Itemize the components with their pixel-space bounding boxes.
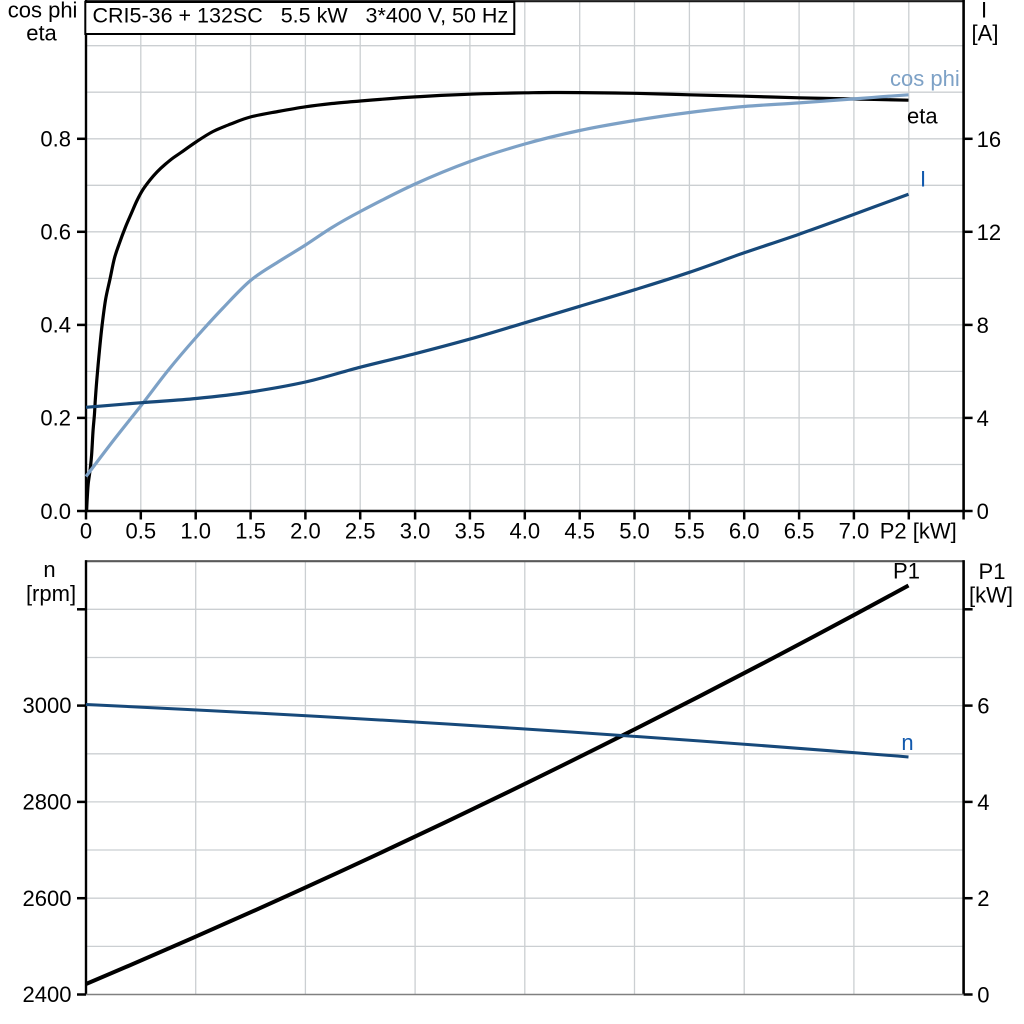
svg-text:cos phi: cos phi [8, 0, 78, 23]
svg-text:0.8: 0.8 [40, 127, 71, 152]
svg-text:2400: 2400 [23, 982, 72, 1007]
svg-text:3000: 3000 [23, 693, 72, 718]
svg-text:3.0: 3.0 [400, 519, 431, 544]
svg-text:2: 2 [977, 886, 989, 911]
svg-text:[A]: [A] [972, 21, 999, 46]
svg-text:0: 0 [977, 983, 989, 1008]
svg-text:5.5: 5.5 [674, 519, 705, 544]
svg-text:6: 6 [977, 694, 989, 719]
svg-text:[rpm]: [rpm] [26, 581, 76, 606]
svg-text:4.5: 4.5 [564, 519, 595, 544]
svg-text:0: 0 [977, 499, 989, 524]
svg-text:16: 16 [977, 127, 1001, 152]
svg-text:2.5: 2.5 [345, 519, 376, 544]
svg-text:7.0: 7.0 [839, 519, 870, 544]
svg-text:0.0: 0.0 [40, 499, 71, 524]
svg-text:0.6: 0.6 [40, 220, 71, 245]
svg-text:2.0: 2.0 [290, 519, 321, 544]
svg-text:1.5: 1.5 [235, 519, 266, 544]
svg-text:4: 4 [977, 406, 989, 431]
svg-text:P1: P1 [979, 559, 1006, 584]
svg-text:cos phi: cos phi [890, 66, 960, 91]
svg-text:I: I [920, 167, 926, 192]
svg-text:eta: eta [907, 104, 938, 129]
svg-text:4: 4 [977, 790, 989, 815]
svg-text:0.4: 0.4 [40, 313, 71, 338]
svg-text:8: 8 [977, 313, 989, 338]
svg-text:5.0: 5.0 [619, 519, 650, 544]
svg-text:4.0: 4.0 [510, 519, 541, 544]
svg-text:6.0: 6.0 [729, 519, 760, 544]
svg-text:2800: 2800 [23, 790, 72, 815]
svg-text:P2 [kW]: P2 [kW] [880, 519, 957, 544]
svg-text:0: 0 [80, 519, 92, 544]
svg-text:P1: P1 [893, 559, 920, 584]
svg-text:2600: 2600 [23, 886, 72, 911]
svg-text:12: 12 [977, 220, 1001, 245]
svg-text:eta: eta [26, 21, 57, 46]
svg-text:0.5: 0.5 [126, 519, 157, 544]
svg-text:n: n [901, 730, 913, 755]
svg-text:6.5: 6.5 [784, 519, 815, 544]
svg-text:0.2: 0.2 [40, 406, 71, 431]
svg-text:CRI5-36 + 132SC 5.5 kW 3*4: CRI5-36 + 132SC 5.5 kW 3*400 V, 50 Hz [93, 4, 509, 28]
svg-text:3.5: 3.5 [455, 519, 486, 544]
svg-text:I: I [981, 0, 987, 23]
svg-text:n: n [43, 557, 55, 582]
svg-text:1.0: 1.0 [180, 519, 211, 544]
svg-text:[kW]: [kW] [969, 583, 1013, 608]
